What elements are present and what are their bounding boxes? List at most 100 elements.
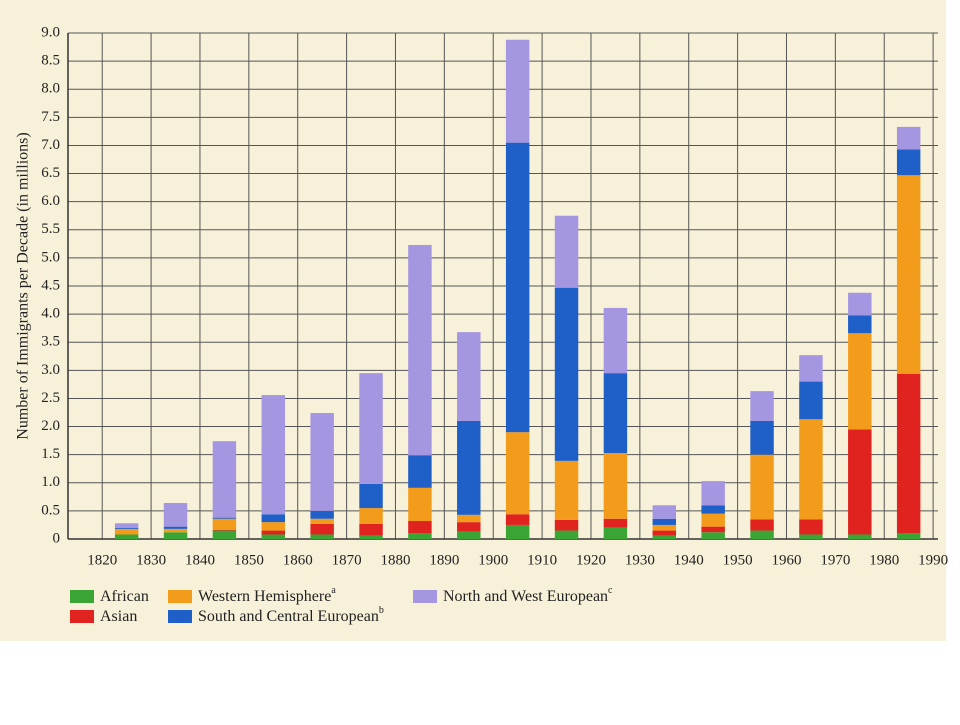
bar-segment	[408, 244, 432, 456]
legend-swatch	[413, 590, 437, 603]
legend-note: a	[331, 585, 336, 596]
bar-segment	[457, 420, 481, 515]
bar-segment	[896, 533, 921, 539]
bar-segment	[896, 126, 921, 150]
bar-segment	[896, 149, 921, 176]
bar-segment	[114, 528, 139, 535]
bar-segment	[457, 522, 481, 532]
x-tick-label: 1970	[820, 552, 850, 568]
y-tick-label: 7.0	[41, 137, 60, 153]
bar-segment	[505, 142, 530, 433]
x-tick-label: 1940	[674, 552, 704, 568]
bar-segment	[750, 454, 774, 520]
y-tick-label: 7.5	[41, 109, 60, 125]
bar-segment	[603, 307, 628, 374]
y-tick-label: 5.5	[41, 221, 60, 237]
x-tick-label: 1860	[283, 552, 313, 568]
bar-segment	[554, 519, 579, 531]
legend-label: Asian	[100, 608, 137, 625]
legend-swatch	[168, 590, 192, 603]
bar-segment	[896, 175, 921, 374]
bar-segment	[603, 518, 628, 528]
bar-segment	[848, 333, 872, 430]
bar-segment	[554, 460, 579, 520]
legend-name: African	[100, 588, 149, 605]
y-tick-label: 3.5	[41, 334, 60, 350]
y-tick-label: 6.0	[41, 193, 60, 209]
bar-segment	[457, 531, 481, 539]
y-tick-label: 1.5	[41, 446, 60, 462]
legend-label: North and West Europeanc	[443, 585, 613, 604]
bar-segment	[701, 481, 725, 506]
legend-name: South and Central European	[198, 608, 379, 625]
y-axis-title: Number of Immigrants per Decade (in mill…	[15, 132, 32, 439]
bar-segment	[310, 510, 334, 519]
bar-segment	[261, 522, 286, 531]
bar-segment	[212, 518, 237, 531]
x-tick-label: 1960	[771, 552, 801, 568]
x-tick-label: 1930	[625, 552, 655, 568]
bar-segment	[212, 530, 237, 531]
bar-segment	[408, 487, 432, 522]
bar-segment	[114, 534, 139, 539]
y-tick-label: 0.5	[41, 502, 60, 518]
bar-segment	[114, 523, 139, 528]
bar-segment	[896, 373, 921, 534]
x-tick-label: 1830	[136, 552, 166, 568]
bar-segment	[554, 287, 579, 461]
bar-segment	[750, 391, 774, 421]
bar-segment	[505, 524, 530, 539]
bar-segment	[163, 503, 188, 527]
bar-segment	[652, 530, 677, 536]
legend-swatch	[70, 590, 94, 603]
y-tick-label: 4.5	[41, 277, 60, 293]
y-tick-label: 9.0	[41, 24, 60, 40]
bar-segment	[212, 517, 237, 519]
legend-swatch	[168, 610, 192, 623]
bar-segment	[799, 355, 823, 382]
bar-segment	[701, 505, 725, 514]
x-tick-label: 1890	[429, 552, 459, 568]
legend-note: b	[379, 605, 384, 616]
bar-segment	[359, 483, 383, 509]
bar-segment	[310, 523, 334, 535]
x-tick-label: 1870	[332, 552, 362, 568]
bar-segment	[261, 534, 286, 539]
bar-segment	[799, 381, 823, 420]
bar-segment	[603, 452, 628, 519]
bar-segment	[505, 514, 530, 525]
bar-segment	[554, 530, 579, 539]
bar-segment	[799, 519, 823, 535]
x-tick-label: 1880	[380, 552, 410, 568]
bar-segment	[457, 332, 481, 421]
legend-name: Asian	[100, 608, 137, 625]
bar-segment	[163, 532, 188, 539]
x-tick-label: 1900	[478, 552, 508, 568]
bar-segment	[261, 514, 286, 523]
bar-segment	[114, 527, 139, 529]
bar-segment	[701, 513, 725, 527]
bar-segment	[848, 292, 872, 316]
bar-segment	[750, 530, 774, 539]
bar-segment	[261, 395, 286, 515]
bar-segment	[848, 315, 872, 334]
chart-background	[0, 0, 946, 641]
bar-segment	[408, 521, 432, 534]
legend-swatch	[70, 610, 94, 623]
bar-segment	[799, 534, 823, 539]
y-tick-label: 5.0	[41, 249, 60, 265]
bar-segment	[750, 519, 774, 531]
bar-segment	[408, 455, 432, 488]
x-tick-label: 1920	[576, 552, 606, 568]
bar-segment	[505, 39, 530, 143]
bar-segment	[359, 523, 383, 536]
legend-note: c	[608, 585, 613, 596]
legend-label: Western Hemispherea	[198, 585, 336, 604]
bar-segment	[163, 528, 188, 533]
x-tick-label: 1840	[185, 552, 215, 568]
bar-segment	[603, 527, 628, 539]
bar-segment	[310, 518, 334, 524]
bar-segment	[652, 535, 677, 539]
y-tick-label: 1.0	[41, 474, 60, 490]
